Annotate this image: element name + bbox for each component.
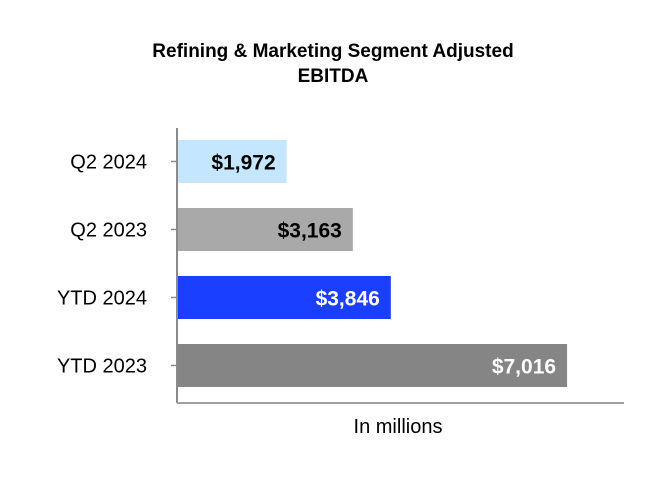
y-tick-label: Q2 2024 [70, 152, 147, 174]
x-axis-label: In millions [354, 416, 443, 438]
data-label: $1,972 [211, 152, 275, 175]
data-label: $3,163 [278, 220, 342, 243]
bar [177, 276, 391, 319]
bar [177, 344, 568, 387]
bar [177, 140, 287, 183]
chart-title-line-1: Refining & Marketing Segment Adjusted [152, 41, 513, 62]
bar [177, 208, 353, 251]
chart-title-line-2: EBITDA [298, 66, 369, 87]
data-label: $3,846 [316, 288, 380, 311]
data-label: $7,016 [492, 356, 556, 379]
y-tick-label: YTD 2024 [57, 288, 147, 310]
y-tick-label: YTD 2023 [57, 356, 147, 378]
y-tick-label: Q2 2023 [70, 220, 147, 242]
